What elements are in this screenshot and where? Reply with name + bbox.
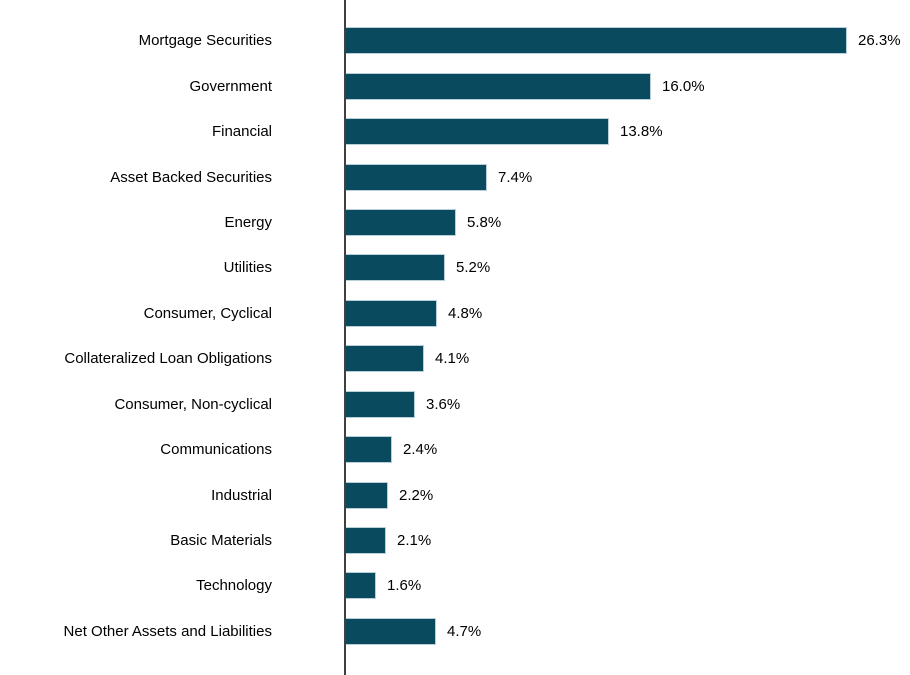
bar-row: Technology 1.6% bbox=[0, 563, 910, 608]
bar-row: Communications 2.4% bbox=[0, 427, 910, 472]
category-label: Mortgage Securities bbox=[138, 32, 272, 50]
category-label: Utilities bbox=[223, 259, 272, 277]
bar-row: Financial 13.8% bbox=[0, 109, 910, 154]
bar bbox=[346, 436, 392, 464]
bar-row: Industrial 2.2% bbox=[0, 472, 910, 517]
bar-area: 16.0% bbox=[346, 63, 910, 108]
bar-row: Utilities 5.2% bbox=[0, 245, 910, 290]
bar bbox=[346, 390, 415, 418]
bar-row: Energy 5.8% bbox=[0, 200, 910, 245]
bar bbox=[346, 345, 424, 373]
y-axis-line bbox=[344, 0, 346, 675]
bar bbox=[346, 118, 609, 146]
category-label: Basic Materials bbox=[170, 532, 272, 550]
category-label: Collateralized Loan Obligations bbox=[64, 350, 272, 368]
value-label: 4.1% bbox=[435, 350, 470, 368]
bar bbox=[346, 481, 388, 509]
bar bbox=[346, 163, 487, 191]
category-label: Industrial bbox=[211, 486, 272, 504]
category-label: Government bbox=[189, 77, 272, 95]
bar bbox=[346, 72, 651, 100]
value-label: 4.7% bbox=[447, 622, 482, 640]
bar-area: 2.2% bbox=[346, 472, 910, 517]
bar-area: 7.4% bbox=[346, 154, 910, 199]
value-label: 5.2% bbox=[456, 259, 491, 277]
bar-rows: Mortgage Securities 26.3% Government 16.… bbox=[0, 18, 910, 654]
bar-row: Basic Materials 2.1% bbox=[0, 518, 910, 563]
bar bbox=[346, 208, 456, 236]
bar bbox=[346, 527, 386, 555]
category-label: Communications bbox=[160, 441, 272, 459]
bar-area: 1.6% bbox=[346, 563, 910, 608]
category-label: Technology bbox=[196, 577, 272, 595]
value-label: 13.8% bbox=[620, 123, 663, 141]
value-label: 2.1% bbox=[397, 532, 432, 550]
bar-area: 2.4% bbox=[346, 427, 910, 472]
bar-area: 4.7% bbox=[346, 609, 910, 654]
value-label: 5.8% bbox=[467, 213, 502, 231]
bar-row: Consumer, Non-cyclical 3.6% bbox=[0, 382, 910, 427]
category-label: Financial bbox=[211, 123, 272, 141]
bar-area: 5.2% bbox=[346, 245, 910, 290]
category-label: Consumer, Cyclical bbox=[143, 304, 272, 322]
category-label: Consumer, Non-cyclical bbox=[114, 395, 272, 413]
value-label: 2.4% bbox=[403, 441, 438, 459]
value-label: 7.4% bbox=[498, 168, 533, 186]
bar-area: 4.1% bbox=[346, 336, 910, 381]
bar-row: Mortgage Securities 26.3% bbox=[0, 18, 910, 63]
value-label: 16.0% bbox=[662, 77, 705, 95]
category-label: Net Other Assets and Liabilities bbox=[63, 622, 272, 640]
bar bbox=[346, 617, 436, 645]
bar-area: 5.8% bbox=[346, 200, 910, 245]
bar-area: 3.6% bbox=[346, 382, 910, 427]
bar bbox=[346, 27, 847, 55]
bar bbox=[346, 572, 376, 600]
bar-row: Asset Backed Securities 7.4% bbox=[0, 154, 910, 199]
category-label: Energy bbox=[224, 213, 272, 231]
value-label: 1.6% bbox=[387, 577, 422, 595]
bar-row: Consumer, Cyclical 4.8% bbox=[0, 291, 910, 336]
value-label: 4.8% bbox=[448, 304, 483, 322]
value-label: 26.3% bbox=[858, 32, 901, 50]
value-label: 3.6% bbox=[426, 395, 461, 413]
bar-area: 2.1% bbox=[346, 518, 910, 563]
bar-area: 26.3% bbox=[346, 18, 910, 63]
bar-area: 13.8% bbox=[346, 109, 910, 154]
bar-row: Collateralized Loan Obligations 4.1% bbox=[0, 336, 910, 381]
bar-row: Government 16.0% bbox=[0, 63, 910, 108]
bar-row: Net Other Assets and Liabilities 4.7% bbox=[0, 609, 910, 654]
value-label: 2.2% bbox=[399, 486, 434, 504]
bar bbox=[346, 299, 437, 327]
bar bbox=[346, 254, 445, 282]
category-label: Asset Backed Securities bbox=[110, 168, 272, 186]
bar-area: 4.8% bbox=[346, 291, 910, 336]
